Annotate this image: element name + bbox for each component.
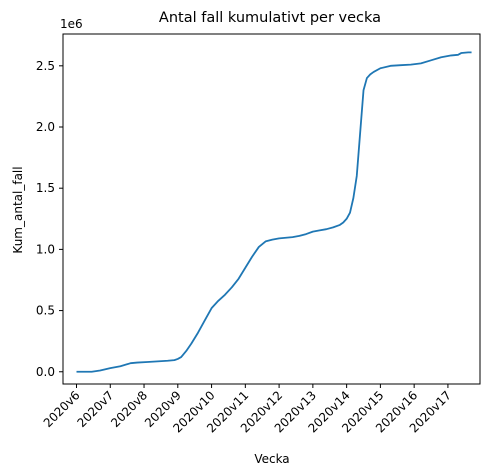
y-tick-label: 1.5 [36, 181, 55, 195]
x-axis-label: Vecka [254, 452, 289, 466]
y-tick-label: 0.5 [36, 304, 55, 318]
data-line-series [76, 51, 472, 373]
plot-area [62, 33, 481, 385]
y-tick-label: 2.0 [36, 120, 55, 134]
y-tick-label: 0.0 [36, 365, 55, 379]
y-tick-label: 2.5 [36, 59, 55, 73]
y-axis: 0.0 0.5 1.0 1.5 2.0 2.5 [36, 59, 63, 379]
y-axis-label: Kum_antal_fall [11, 166, 25, 253]
y-tick-label: 1.0 [36, 242, 55, 256]
axes-frame [62, 33, 481, 385]
chart-title: Antal fall kumulativt per vecka [159, 10, 381, 26]
y-axis-offset-label: 1e6 [60, 17, 83, 31]
